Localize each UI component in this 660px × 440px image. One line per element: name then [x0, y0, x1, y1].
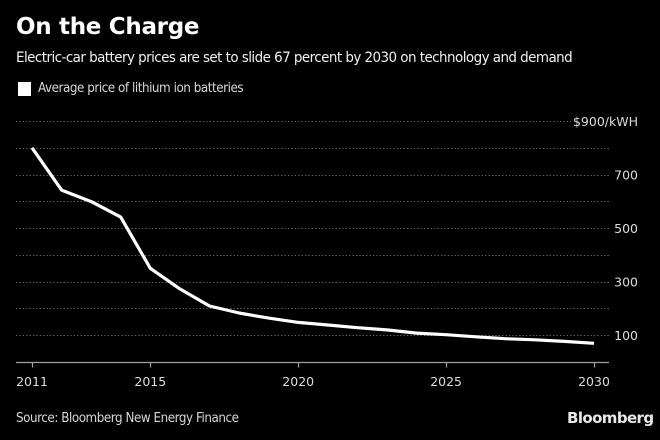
y-axis-labels: 100 300 500 700 $900/kWH — [573, 114, 638, 343]
x-tick-label: 2025 — [430, 374, 462, 389]
x-tick-label: 2020 — [282, 374, 314, 389]
source-note: Source: Bloomberg New Energy Finance — [16, 411, 239, 426]
y-tick-label: 500 — [614, 221, 638, 236]
series — [30, 146, 595, 345]
legend-label: Average price of lithium ion batteries — [38, 81, 244, 96]
y-tick-label: 700 — [614, 168, 638, 183]
y-tick-label: 300 — [614, 275, 638, 290]
chart-subtitle: Electric-car battery prices are set to s… — [16, 50, 573, 66]
x-tick-label: 2030 — [578, 374, 610, 389]
legend-swatch — [18, 81, 31, 96]
x-axis — [16, 361, 609, 368]
gridlines — [16, 121, 609, 336]
bloomberg-logo: Bloomberg — [567, 409, 654, 427]
x-tick-label: 2011 — [16, 374, 48, 389]
y-tick-label: 100 — [614, 328, 638, 343]
chart-title: On the Charge — [16, 14, 200, 40]
x-axis-labels: 2011 2015 2020 2025 2030 — [16, 374, 610, 389]
series-line-0 — [30, 146, 595, 345]
x-tick-label: 2015 — [134, 374, 166, 389]
legend: Average price of lithium ion batteries — [18, 81, 261, 96]
y-tick-label: $900/kWH — [573, 114, 638, 129]
